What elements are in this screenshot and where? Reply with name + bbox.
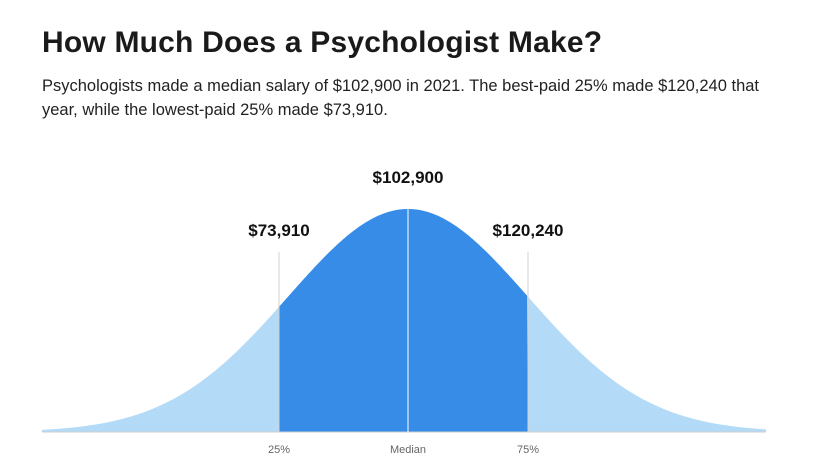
value-label: $120,240 (493, 221, 564, 240)
value-label: $73,910 (248, 221, 309, 240)
axis-label: 25% (268, 444, 290, 456)
title: How Much Does a Psychologist Make? (42, 26, 603, 59)
subtitle: Psychologists made a median salary of $1… (42, 77, 760, 119)
axis-label: Median (390, 444, 426, 456)
value-label: $102,900 (373, 168, 444, 187)
axis-label: 75% (517, 444, 539, 456)
curve-middle (279, 209, 528, 432)
